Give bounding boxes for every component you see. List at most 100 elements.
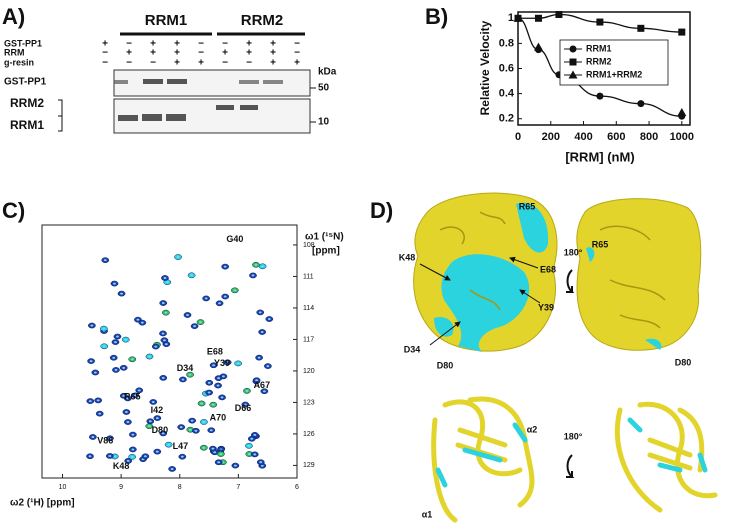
nmr-peak-core <box>266 365 270 368</box>
sign: − <box>150 58 156 69</box>
point <box>678 28 686 36</box>
nmr-peak-core <box>226 361 230 364</box>
nmr-peak-core <box>164 343 168 346</box>
x-tick-label: 800 <box>640 131 658 143</box>
peak-label: I42 <box>151 405 164 415</box>
point <box>555 11 563 19</box>
sign: − <box>294 48 300 59</box>
nmr-y-tick-label: 126 <box>303 431 315 438</box>
nmr-peak-core <box>255 379 258 382</box>
nmr-peak-core <box>93 371 97 374</box>
structure-label: K48 <box>399 252 416 262</box>
nmr-peak-core <box>181 378 185 381</box>
sign: + <box>102 39 108 50</box>
sign: + <box>222 48 228 59</box>
band-label: GST-PP1 <box>4 77 47 88</box>
sign: − <box>222 39 228 50</box>
nmr-peak-core <box>148 420 152 423</box>
nmr-peak-core <box>108 454 112 457</box>
nmr-x-tick-label: 8 <box>178 484 182 491</box>
nmr-peak-core <box>250 437 254 440</box>
nmr-peak-core <box>218 302 221 305</box>
nmr-peak-core <box>126 459 130 462</box>
peak-label: A70 <box>210 413 227 423</box>
nmr-peak-core <box>245 389 249 392</box>
sign: − <box>102 58 108 69</box>
nmr-peak-core <box>130 358 134 361</box>
nmr-peak-core <box>258 311 262 314</box>
nmr-peak-core <box>151 400 155 403</box>
nmr-peak-core <box>199 321 202 324</box>
nmr-peak-core <box>216 384 220 387</box>
structure-label: α2 <box>527 424 538 434</box>
y-tick-label: 0.4 <box>499 88 515 100</box>
nmr-peak-core <box>202 420 206 423</box>
sign: + <box>126 48 132 59</box>
nmr-peak-core <box>98 412 102 415</box>
nmr-peak-core <box>188 373 192 376</box>
nmr-peak-core <box>147 425 151 428</box>
nmr-x-title: ω2 (¹H) [ppm] <box>10 498 75 509</box>
point <box>568 70 578 79</box>
nmr-y-tick-label: 123 <box>303 399 315 406</box>
nmr-peak-core <box>202 446 206 449</box>
nmr-peak-core <box>140 321 144 324</box>
nmr-peak-core <box>233 464 237 467</box>
nmr-peak-core <box>259 461 263 464</box>
sign: + <box>150 39 156 50</box>
nmr-peak-core <box>223 265 227 268</box>
sign: + <box>150 48 156 59</box>
nmr-peak-core <box>122 366 126 369</box>
structure-label: 180° <box>564 247 583 257</box>
structure-label: R65 <box>519 201 536 211</box>
peak-label: D34 <box>177 363 194 373</box>
y-axis-title: Relative Velocity <box>478 20 492 115</box>
nmr-peak-core <box>243 403 247 406</box>
peak-label: K48 <box>113 461 130 471</box>
point <box>569 45 577 53</box>
gel-header: RRM1 <box>145 12 188 29</box>
nmr-peak-core <box>211 403 215 406</box>
structure-label: Y39 <box>538 302 554 312</box>
nmr-peak-core <box>179 426 183 429</box>
nmr-peak-core <box>188 428 192 431</box>
row-label: g-resin <box>4 57 34 67</box>
point <box>677 107 687 116</box>
sign: + <box>246 39 252 50</box>
peak-label: D80 <box>152 425 169 435</box>
gel-panel: RRM1 RRM2 GST-PP1 RRM2 RRM1 kDa 50 10 <box>4 12 337 134</box>
y-tick-label: 0.8 <box>499 37 514 49</box>
nmr-peak-core <box>260 330 264 333</box>
nmr-x-tick-label: 6 <box>295 484 299 491</box>
sign: − <box>102 48 108 59</box>
nmr-peak-core <box>267 318 271 321</box>
nmr-peak-core <box>247 452 251 455</box>
peak-label: R65 <box>124 392 141 402</box>
nmr-peak-core <box>161 302 165 305</box>
peak-label: A67 <box>254 380 271 390</box>
panel-label: D) <box>370 198 393 223</box>
nmr-y-tick-label: 120 <box>303 368 315 375</box>
sign: − <box>126 58 132 69</box>
sign: + <box>270 58 276 69</box>
sign: − <box>246 58 252 69</box>
legend-label: RRM1 <box>586 43 612 53</box>
nmr-peak-core <box>254 263 258 266</box>
nmr-x-tick-label: 10 <box>59 484 67 491</box>
nmr-peak-core <box>167 443 171 446</box>
nmr-peak-core <box>217 461 221 464</box>
nmr-y-tick-label: 111 <box>303 273 314 280</box>
peak-label: V86 <box>97 436 113 446</box>
sign: + <box>198 58 204 69</box>
nmr-peak-core <box>253 453 257 456</box>
gel-header: RRM2 <box>241 12 284 29</box>
structure-label: α1 <box>422 509 433 519</box>
point <box>534 14 542 22</box>
nmr-peak-core <box>112 356 116 359</box>
nmr-peak-core <box>130 455 134 458</box>
nmr-y-unit: [ppm] <box>312 246 340 257</box>
nmr-peak-core <box>124 338 128 341</box>
nmr-peak-core <box>236 362 240 365</box>
peak-label: L47 <box>173 441 189 451</box>
